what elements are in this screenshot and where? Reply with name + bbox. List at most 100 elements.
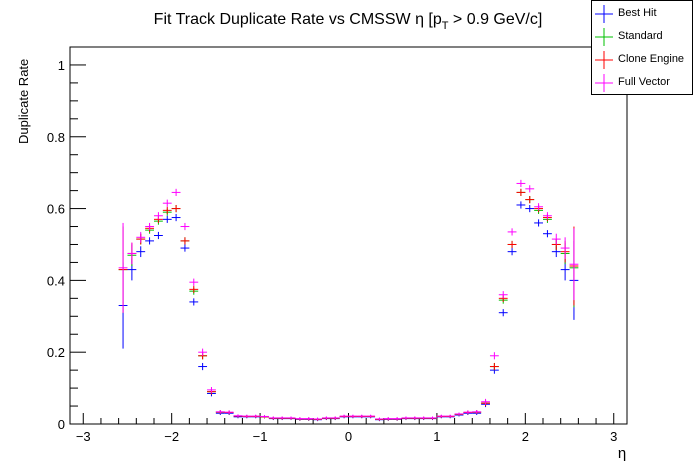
legend-marker-standard: [595, 28, 613, 46]
data-point: [375, 417, 384, 421]
data-point: [472, 409, 482, 414]
series-clone-engine: [118, 188, 579, 421]
data-point: [242, 414, 252, 418]
data-point: [189, 278, 199, 286]
y-tick-label: 1: [58, 58, 65, 73]
series-full-vector: [118, 179, 579, 421]
x-tick-label: −3: [76, 429, 91, 444]
data-point: [498, 309, 508, 317]
legend-entry-full-vector: Full Vector: [592, 72, 692, 94]
data-point: [171, 188, 181, 197]
series-standard: [118, 188, 579, 421]
data-point: [136, 246, 146, 258]
data-point: [198, 362, 208, 371]
data-point: [189, 285, 199, 293]
legend-marker-full-vector: [595, 74, 613, 92]
data-point: [277, 416, 287, 420]
chart-title: Fit Track Duplicate Rate vs CMSSW η [pT …: [154, 11, 543, 32]
data-point: [498, 291, 508, 299]
data-point: [321, 416, 331, 420]
x-tick-label: 1: [433, 429, 440, 444]
x-tick-label: −2: [164, 429, 179, 444]
data-point: [153, 231, 163, 240]
legend-label-full-vector: Full Vector: [618, 76, 670, 88]
data-point: [516, 201, 526, 209]
x-tick-label: −1: [253, 429, 268, 444]
y-tick-label: 0.6: [47, 202, 65, 217]
legend-marker-best-hit: [595, 5, 613, 23]
data-point: [339, 414, 349, 418]
data-point: [507, 228, 517, 236]
data-point: [180, 222, 190, 231]
series-best-hit: [118, 201, 579, 422]
data-point: [198, 348, 208, 356]
data-point: [304, 417, 314, 421]
data-point: [410, 416, 420, 420]
data-point: [543, 230, 552, 238]
axes: −3 −2 −1 0 1 2 3 0 0.2 0.4 0.6 0.8 1: [47, 58, 617, 444]
data-point: [489, 362, 499, 371]
y-tick-label: 0.8: [47, 130, 65, 145]
data-point: [224, 410, 234, 414]
data-point: [428, 416, 437, 420]
data-point: [251, 414, 261, 418]
legend-label-clone-engine: Clone Engine: [618, 53, 685, 65]
data-point: [419, 416, 429, 420]
data-point: [481, 398, 490, 405]
data-point: [180, 244, 190, 252]
data-point: [534, 203, 544, 211]
y-axis-label: Duplicate Rate: [16, 59, 31, 144]
data-point: [489, 352, 499, 360]
data-point: [560, 237, 570, 259]
data-point: [534, 219, 544, 227]
legend-entry-clone-engine: Clone Engine: [592, 49, 692, 71]
data-point: [525, 204, 535, 213]
data-point: [516, 188, 526, 197]
y-tick-label: 0.2: [47, 345, 65, 360]
chart-title-tail: > 0.9 GeV/c]: [448, 11, 542, 28]
data-point: [145, 237, 154, 245]
data-point: [357, 414, 367, 418]
data-point: [162, 199, 172, 207]
data-point: [463, 410, 473, 414]
data-point: [569, 228, 579, 301]
chart-title-main: Fit Track Duplicate Rate vs CMSSW η [p: [154, 11, 442, 28]
data-point: [366, 414, 376, 418]
legend: Best Hit Standard Clone Engine Full Vect…: [591, 0, 693, 95]
legend-entry-best-hit: Best Hit: [592, 3, 692, 25]
data-point: [401, 416, 411, 420]
chart-title-subscript: T: [442, 20, 449, 32]
data-point: [180, 237, 190, 245]
data-point: [525, 185, 535, 193]
data-point: [507, 240, 517, 249]
plot-frame: [69, 46, 628, 425]
legend-entry-standard: Standard: [592, 26, 692, 48]
data-point: [454, 412, 464, 416]
data-point: [525, 196, 535, 204]
data-point: [268, 416, 278, 420]
data-point: [153, 212, 163, 220]
data-point: [507, 248, 517, 256]
data-point: [189, 298, 199, 306]
legend-marker-clone-engine: [595, 51, 613, 69]
x-axis-label: η: [618, 445, 626, 462]
series-layer: [118, 179, 579, 422]
data-point: [118, 222, 128, 313]
x-tick-label: 3: [610, 429, 617, 444]
data-point: [348, 414, 358, 418]
data-point: [516, 179, 526, 188]
data-point: [145, 222, 154, 231]
data-point: [260, 415, 269, 418]
data-point: [295, 417, 305, 421]
data-point: [215, 409, 225, 414]
data-point: [286, 416, 296, 420]
data-point: [313, 417, 322, 421]
x-tick-label: 0: [345, 429, 352, 444]
data-point: [445, 414, 455, 418]
data-point: [162, 215, 172, 223]
data-point: [392, 417, 402, 421]
data-point: [436, 414, 446, 418]
legend-label-best-hit: Best Hit: [618, 7, 657, 19]
legend-label-standard: Standard: [618, 30, 663, 42]
data-point: [330, 416, 340, 420]
